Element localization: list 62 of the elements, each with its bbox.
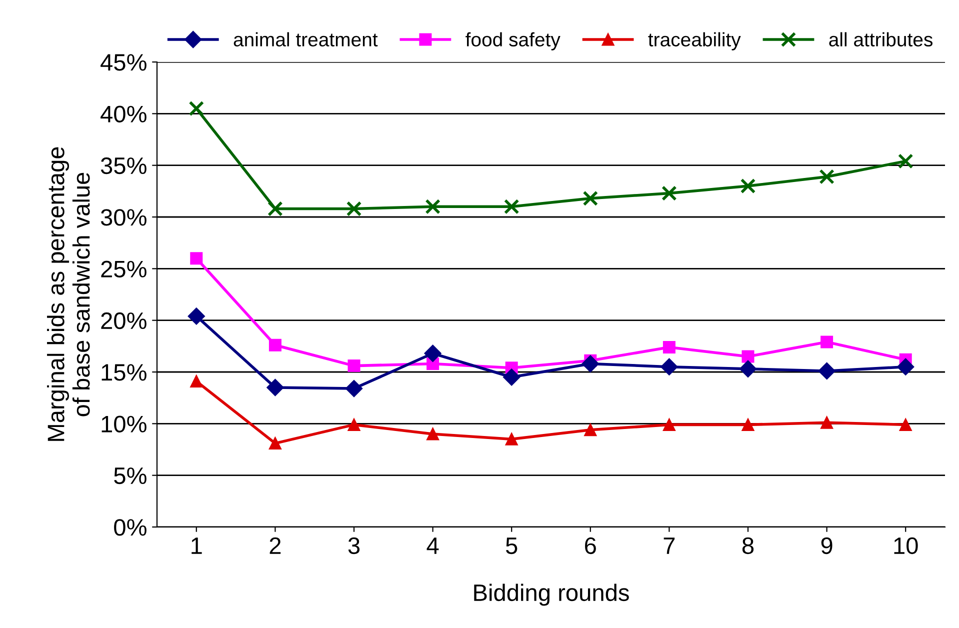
point (584, 424, 597, 436)
point (425, 199, 440, 214)
y-tick-label: 30% (100, 209, 146, 226)
point (505, 432, 518, 446)
x-tick-label: 4 (426, 538, 439, 554)
point (426, 428, 440, 440)
point (742, 350, 754, 363)
point (188, 308, 205, 325)
point (188, 100, 204, 116)
x-tick-label: 3 (348, 537, 360, 554)
x-tick-label: 7 (664, 538, 675, 554)
point (190, 252, 203, 265)
y-tick-label: 20% (101, 312, 146, 330)
y-axis-title: Marginal bids as percentage of base sandwich value (47, 147, 90, 441)
point (346, 201, 362, 216)
y-tick-label: 35% (100, 157, 146, 174)
legend-label: animal treatment (234, 32, 378, 46)
y-tick-label: 45% (100, 54, 146, 71)
legend-label: food safety (466, 32, 560, 50)
point (504, 199, 520, 214)
point (897, 358, 914, 376)
point (740, 178, 756, 194)
point (268, 338, 282, 352)
point (818, 362, 836, 380)
point (190, 375, 203, 388)
y-tick-label: 5% (114, 468, 146, 484)
point (348, 360, 360, 372)
x-tick-label: 5 (506, 538, 518, 554)
y-tick-label: 10% (102, 416, 146, 432)
y-tick-label: 25% (101, 260, 146, 278)
point (660, 358, 678, 376)
point (268, 201, 283, 216)
x-axis-title: Bidding rounds (474, 584, 629, 606)
point (739, 360, 757, 378)
x-tick-label: 2 (270, 537, 281, 554)
point (820, 416, 834, 429)
x-tick-label: 9 (821, 537, 832, 554)
point (266, 378, 284, 396)
legend-label: traceability (648, 32, 741, 50)
point (662, 186, 677, 201)
y-tick-label: 40% (100, 106, 146, 122)
y-tick-label: 0% (114, 519, 146, 536)
point (582, 190, 598, 206)
point (345, 380, 363, 398)
x-tick-label: 6 (585, 537, 596, 554)
point (742, 418, 754, 431)
point (582, 355, 599, 372)
point (662, 418, 676, 431)
point (662, 340, 676, 354)
point (503, 368, 520, 386)
y-tick-label: 15% (102, 364, 146, 381)
point (899, 418, 912, 431)
legend-label: all attributes (829, 32, 932, 46)
point (348, 418, 360, 431)
x-tick-label: 8 (742, 537, 754, 554)
point (819, 169, 834, 184)
point (898, 154, 914, 169)
x-tick-label: 1 (192, 538, 202, 554)
x-tick-label: 10 (894, 537, 918, 554)
point (820, 336, 834, 348)
point (268, 437, 282, 450)
point (424, 344, 442, 362)
